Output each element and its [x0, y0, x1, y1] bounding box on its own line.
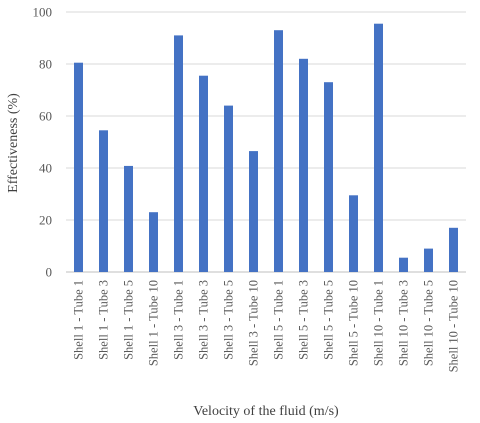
x-tick-label: Shell 3 - Tube 5	[222, 280, 236, 360]
y-axis-title: Effectiveness (%)	[6, 93, 21, 193]
x-tick-label: Shell 1 - Tube 5	[122, 280, 136, 360]
bar	[399, 257, 408, 272]
bar	[224, 105, 233, 272]
x-tick-label: Shell 5 - Tube 3	[297, 280, 311, 360]
bar	[199, 75, 208, 272]
x-tick-label: Shell 1 - Tube 10	[147, 280, 161, 366]
y-tick-label: 0	[46, 265, 53, 280]
x-axis-title: Velocity of the fluid (m/s)	[193, 404, 339, 419]
y-axis-ticks: 0 20 40 60 80 100	[33, 5, 53, 280]
x-tick-label: Shell 5 - Tube 10	[347, 280, 361, 366]
x-tick-label: Shell 5 - Tube 5	[322, 280, 336, 360]
bar	[449, 227, 458, 272]
y-tick-label: 60	[39, 109, 52, 124]
bar	[324, 82, 333, 272]
x-tick-label: Shell 3 - Tube 3	[197, 280, 211, 360]
bar	[274, 30, 283, 273]
x-axis-ticks: Shell 1 - Tube 1 Shell 1 - Tube 3 Shell 1 …	[72, 280, 461, 372]
x-tick-label: Shell 10 - Tube 3	[397, 280, 411, 366]
y-tick-label: 40	[39, 161, 52, 176]
x-tick-label: Shell 1 - Tube 1	[72, 280, 86, 360]
bar	[299, 58, 308, 272]
bar	[374, 23, 383, 273]
x-tick-label: Shell 1 - Tube 3	[97, 280, 111, 360]
bar	[74, 62, 83, 273]
x-tick-label: Shell 10 - Tube 5	[422, 280, 436, 366]
bar	[424, 248, 433, 272]
x-tick-label: Shell 5 - Tube 1	[272, 280, 286, 360]
y-tick-label: 100	[33, 5, 53, 20]
x-tick-label: Shell 3 - Tube 10	[247, 280, 261, 366]
bar	[99, 130, 108, 272]
y-tick-label: 80	[39, 57, 52, 72]
x-tick-label: Shell 10 - Tube 10	[447, 280, 461, 372]
bar	[174, 35, 183, 273]
bar	[349, 195, 358, 272]
x-tick-label: Shell 3 - Tube 1	[172, 280, 186, 360]
bar	[124, 165, 133, 272]
bar	[249, 151, 258, 272]
x-tick-label: Shell 10 - Tube 1	[372, 280, 386, 366]
bar	[149, 212, 158, 272]
y-tick-label: 20	[39, 213, 52, 228]
bar-series	[74, 23, 458, 273]
